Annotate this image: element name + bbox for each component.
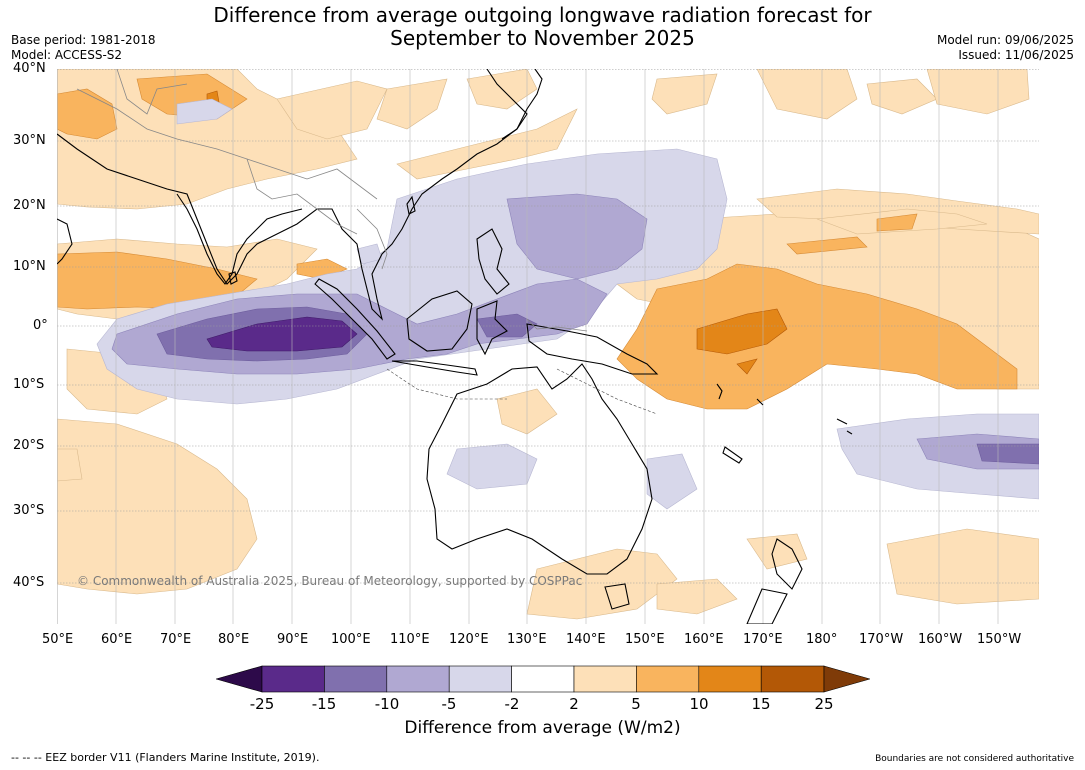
colorbar-bin-9	[760, 665, 825, 693]
lon-label-70e: 70°E	[160, 632, 192, 647]
meta-left: Base period: 1981-2018 Model: ACCESS-S2	[11, 33, 156, 63]
colorbar-bin-3	[386, 665, 450, 693]
colorbar	[214, 664, 872, 694]
lat-label-10s: 10°S	[13, 377, 45, 392]
eez-borders	[386, 368, 658, 415]
colorbar-tick-1: -15	[311, 695, 337, 713]
colorbar-tick-5: 2	[569, 695, 579, 713]
new-caledonia-coastline	[722, 446, 743, 464]
sumatra-coastline	[314, 278, 396, 360]
colorbar-bin-4	[448, 665, 512, 693]
colorbar-bin-2	[324, 665, 388, 693]
lon-label-80e: 80°E	[218, 632, 250, 647]
australia-coastline	[426, 363, 653, 575]
lat-label-40s: 40°S	[13, 575, 45, 590]
lat-label-20s: 20°S	[13, 438, 45, 453]
lat-label-30s: 30°S	[13, 503, 45, 518]
lon-label-170w: 170°W	[859, 632, 904, 647]
colorbar-bin-7	[636, 665, 700, 693]
colorbar-bin-8	[698, 665, 762, 693]
map-title: Difference from average outgoing longwav…	[0, 4, 1085, 50]
lon-label-50e: 50°E	[42, 632, 74, 647]
arabia-coastline	[57, 218, 73, 265]
colorbar-bin-6	[573, 665, 637, 693]
lon-label-170e: 170°E	[743, 632, 783, 647]
lat-label-30n: 30°N	[13, 133, 46, 148]
colorbar-high-extend	[823, 665, 872, 693]
lon-label-140e: 140°E	[566, 632, 606, 647]
colorbar-tick-3: -5	[441, 695, 457, 713]
colorbar-tick-7: 10	[689, 695, 709, 713]
lon-label-120e: 120°E	[449, 632, 489, 647]
colorbar-tick-6: 5	[631, 695, 641, 713]
vanuatu-fiji-islands	[716, 383, 853, 435]
colorbar-label: Difference from average (W/m2)	[404, 718, 681, 738]
lon-label-180: 180°	[806, 632, 838, 647]
new-zealand-south-coastline	[746, 588, 788, 624]
eez-footnote: -- -- -- EEZ border V11 (Flanders Marine…	[11, 751, 320, 764]
java-coastline	[391, 360, 478, 376]
colorbar-bin-1	[261, 665, 325, 693]
meta-right: Model run: 09/06/2025 Issued: 11/06/2025	[937, 33, 1074, 63]
issued-text: Issued: 11/06/2025	[958, 48, 1074, 62]
sulawesi-coastline	[476, 300, 508, 356]
lon-label-160w: 160°W	[918, 632, 963, 647]
lat-label-0: 0°	[33, 318, 48, 333]
lon-label-160e: 160°E	[684, 632, 724, 647]
map-canvas	[57, 69, 1039, 624]
lon-label-110e: 110°E	[390, 632, 430, 647]
asia-coastline	[57, 69, 528, 321]
model-run-text: Model run: 09/06/2025	[936, 33, 1074, 47]
sri-lanka-coastline	[228, 271, 238, 285]
lat-label-20n: 20°N	[13, 198, 46, 213]
colorbar-bin-5	[511, 665, 575, 693]
taiwan-coastline	[406, 195, 416, 215]
colorbar-tick-0: -25	[249, 695, 275, 713]
lon-label-100e: 100°E	[331, 632, 371, 647]
japan-coastline	[501, 69, 543, 140]
india-coastline	[176, 193, 303, 285]
lon-label-90e: 90°E	[277, 632, 309, 647]
map-title-line-2: September to November 2025	[390, 26, 695, 50]
boundaries-disclaimer: Boundaries are not considered authoritat…	[875, 754, 1074, 764]
map-panel	[57, 69, 1039, 624]
meridians	[57, 69, 999, 624]
model-text: Model: ACCESS-S2	[11, 48, 123, 62]
colorbar-low-extend	[214, 665, 263, 693]
coastlines	[57, 69, 853, 624]
new-zealand-north-coastline	[771, 538, 803, 590]
lat-label-40n: 40°N	[13, 61, 46, 76]
tasmania-coastline	[604, 583, 630, 610]
lat-label-10n: 10°N	[13, 259, 46, 274]
map-title-line-1: Difference from average outgoing longwav…	[213, 3, 872, 27]
lon-label-60e: 60°E	[101, 632, 133, 647]
borneo-coastline	[406, 290, 473, 352]
lon-label-150e: 150°E	[625, 632, 665, 647]
colorbar-tick-2: -10	[374, 695, 400, 713]
negative-anomaly-extreme	[206, 316, 358, 352]
copyright-text: © Commonwealth of Australia 2025, Bureau…	[77, 574, 583, 588]
lon-label-150w: 150°W	[977, 632, 1022, 647]
colorbar-tick-4: -2	[504, 695, 520, 713]
country-borders	[76, 69, 588, 332]
new-guinea-coastline	[526, 323, 659, 375]
base-period-text: Base period: 1981-2018	[11, 33, 156, 47]
colorbar-tick-9: 25	[814, 695, 834, 713]
philippines-coastline	[476, 228, 510, 295]
colorbar-tick-8: 15	[751, 695, 771, 713]
colorbar-svg	[214, 665, 872, 693]
lon-label-130e: 130°E	[507, 632, 547, 647]
